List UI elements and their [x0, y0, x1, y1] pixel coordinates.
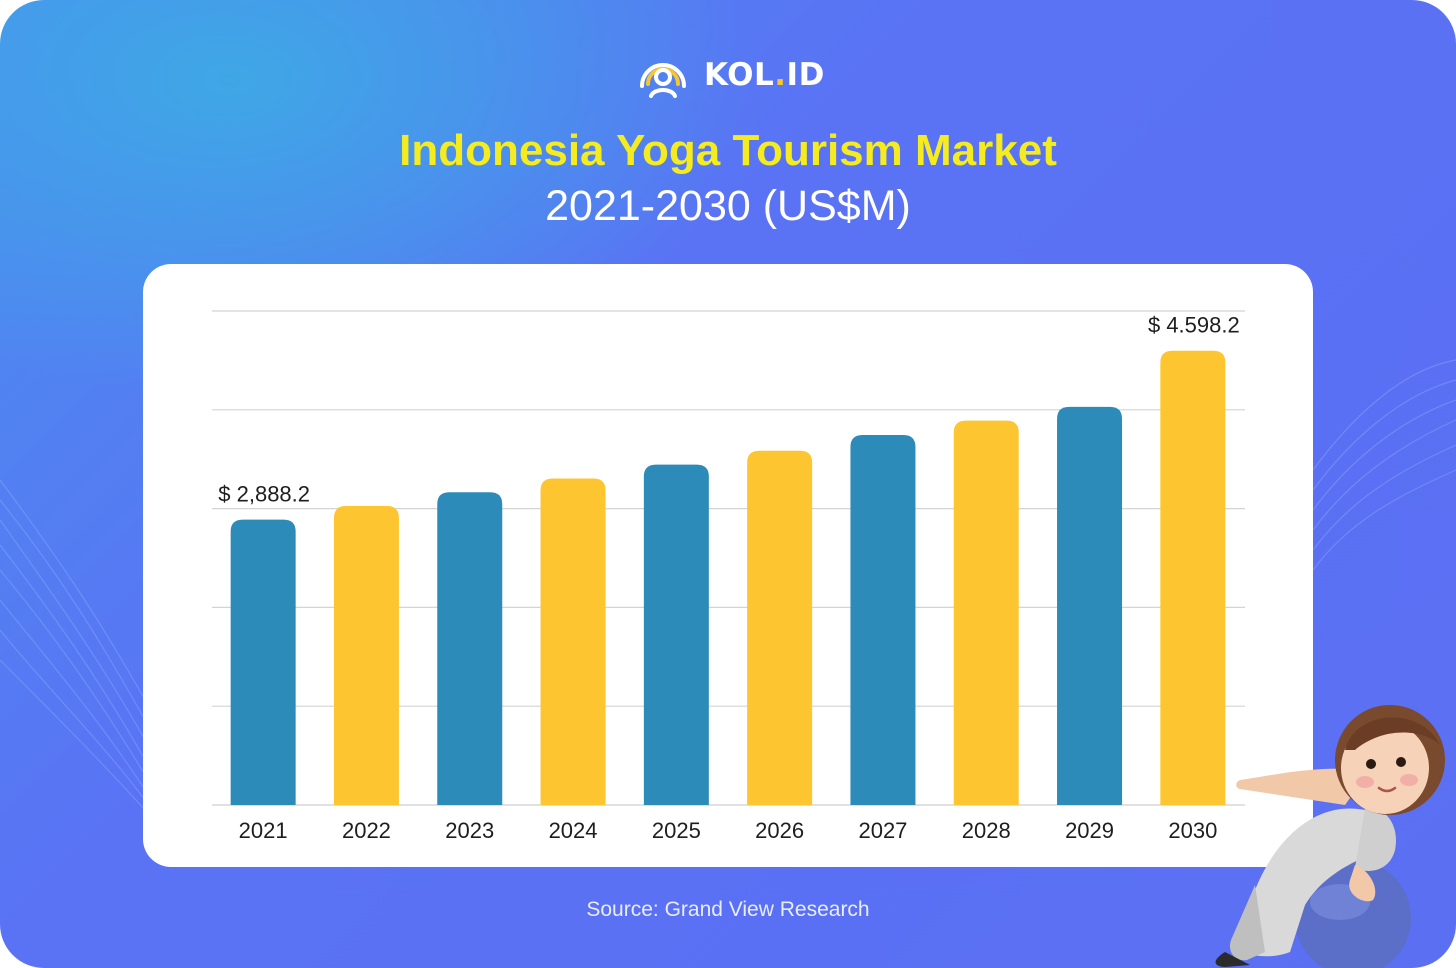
chart-panel: $ 2,888.2 $ 4.598.2 2021 2022 2023 2024 2025 2…	[143, 264, 1313, 867]
bar-2025	[643, 464, 709, 805]
x-tick-label-2023: 2023	[445, 818, 494, 843]
bar-2029	[1057, 406, 1123, 805]
chart-subtitle: 2021-2030 (US$M)	[545, 182, 911, 230]
data-label-2021: $ 2,888.2	[218, 482, 310, 507]
bar-chart: $ 2,888.2$ 4.598.2 2021 2022 2023 2024 2025 2…	[212, 310, 1245, 843]
bar-2028	[953, 420, 1019, 805]
x-tick-label-2029: 2029	[1065, 818, 1114, 843]
data-labels: $ 2,888.2 $ 4.598.2	[218, 313, 1239, 507]
brand-person-icon	[640, 63, 686, 98]
source-note: Source: Grand View Research	[586, 898, 870, 921]
x-tick-label-2028: 2028	[962, 818, 1011, 843]
x-tick-label-2027: 2027	[858, 818, 907, 843]
data-label-2030: $ 4.598.2	[1148, 313, 1240, 338]
bar-2030	[1160, 350, 1226, 805]
bar-2021	[230, 519, 296, 805]
yoga-woman-illustration	[1215, 705, 1445, 968]
brand-logo: KOL.ID	[636, 50, 825, 100]
x-tick-label-2030: 2030	[1168, 818, 1217, 843]
brand-name: KOL.ID	[704, 57, 825, 93]
x-tick-label-2026: 2026	[755, 818, 804, 843]
x-tick-label-2024: 2024	[549, 818, 598, 843]
bar-2027	[850, 434, 916, 805]
bar-2022	[333, 506, 399, 805]
x-axis-ticks: 2021 2022 2023 2024 2025 2026 2027 2028 2029 2030	[239, 818, 1218, 843]
x-tick-label-2022: 2022	[342, 818, 391, 843]
bar-2026	[747, 450, 813, 805]
x-tick-label-2021: 2021	[239, 818, 288, 843]
bar-2023	[437, 492, 503, 805]
chart-title: Indonesia Yoga Tourism Market	[399, 126, 1057, 175]
x-tick-label-2025: 2025	[652, 818, 701, 843]
bars	[230, 350, 1226, 805]
bar-2024	[540, 478, 606, 805]
